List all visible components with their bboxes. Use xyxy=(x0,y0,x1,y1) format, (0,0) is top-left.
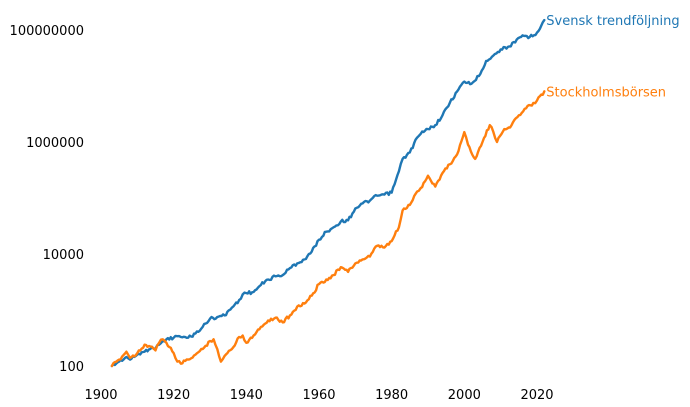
series-lines xyxy=(110,18,546,368)
series-labels: Svensk trendföljning Stockholmsbörsen xyxy=(546,14,679,100)
x-tick-label: 2020 xyxy=(520,388,553,403)
y-axis: 100 10000 1000000 100000000 xyxy=(10,24,84,375)
x-tick-label: 2000 xyxy=(448,388,481,403)
x-tick-label: 1960 xyxy=(302,388,335,403)
x-tick-label: 1980 xyxy=(375,388,408,403)
y-tick-label: 10000 xyxy=(43,248,84,263)
series-label: Svensk trendföljning xyxy=(546,14,679,29)
y-tick-label: 1000000 xyxy=(26,136,84,151)
x-tick-label: 1920 xyxy=(157,388,190,403)
x-axis: 1900 1920 1940 1960 1980 2000 2020 xyxy=(84,388,553,403)
series-label: Stockholmsbörsen xyxy=(546,85,666,100)
series-line-1 xyxy=(110,90,546,368)
y-tick-label: 100000000 xyxy=(10,24,84,39)
y-tick-label: 100 xyxy=(59,360,84,375)
series-line-0 xyxy=(110,18,546,368)
x-tick-label: 1900 xyxy=(84,388,117,403)
x-tick-label: 1940 xyxy=(230,388,263,403)
